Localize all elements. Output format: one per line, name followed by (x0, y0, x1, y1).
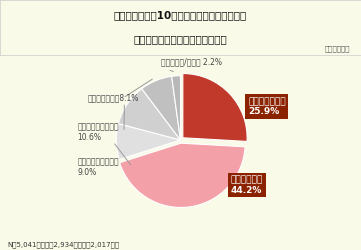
Wedge shape (142, 76, 180, 140)
Wedge shape (118, 89, 180, 140)
Wedge shape (183, 74, 247, 142)
Wedge shape (171, 76, 180, 140)
Text: あまり気にならない
10.6%: あまり気にならない 10.6% (78, 122, 119, 142)
Text: どちらともいえない
9.0%: どちらともいえない 9.0% (78, 157, 119, 177)
Text: １．秋から冬（10月頃～２月頃）にかけて、: １．秋から冬（10月頃～２月頃）にかけて、 (114, 10, 247, 20)
Text: N＝5,041名（女性2,934名・男性2,017名）: N＝5,041名（女性2,934名・男性2,017名） (7, 241, 119, 248)
Text: 気にならない　8.1%: 気にならない 8.1% (87, 94, 139, 103)
Text: とても気になる
25.9%: とても気になる 25.9% (248, 97, 286, 116)
Text: わからない/その他 2.2%: わからない/その他 2.2% (161, 57, 222, 66)
Text: （単一回答）: （単一回答） (325, 45, 350, 52)
Text: 「のどの乾燥」が気になりますか: 「のどの乾燥」が気になりますか (134, 34, 227, 44)
Wedge shape (116, 124, 180, 160)
Text: やや気になる
44.2%: やや気になる 44.2% (231, 175, 263, 195)
Wedge shape (119, 143, 245, 208)
